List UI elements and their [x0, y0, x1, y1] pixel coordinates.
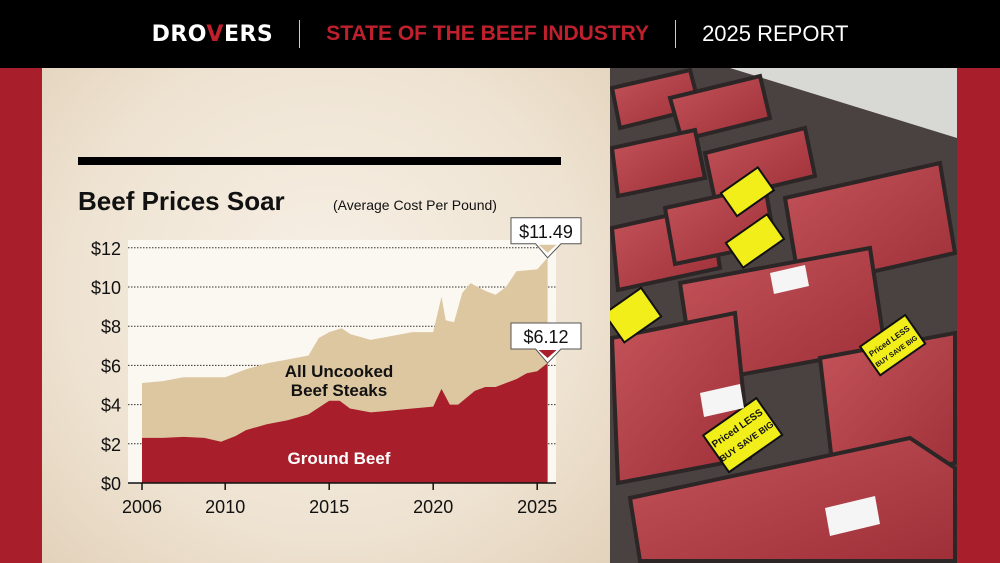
value-callout-label: $11.49: [519, 222, 573, 242]
callout-marker: [538, 244, 557, 253]
chart-title: Beef Prices Soar: [78, 186, 285, 216]
chart-subtitle: (Average Cost Per Pound): [333, 197, 497, 213]
title-rule: [78, 157, 561, 165]
series-label-ground-beef: Ground Beef: [288, 449, 391, 468]
value-callout-label: $6.12: [523, 327, 568, 347]
y-tick-label: $12: [91, 239, 121, 259]
ground-beef-area: [142, 363, 548, 483]
value-callout: [510, 322, 582, 364]
logo-part: ERS: [223, 21, 274, 47]
y-tick-label: $6: [101, 356, 121, 376]
x-tick-label: 2010: [205, 497, 245, 517]
x-tick-label: 2015: [309, 497, 349, 517]
divider: [299, 20, 301, 48]
series-label-steaks: All Uncooked: [285, 362, 394, 381]
y-tick-label: $10: [91, 278, 121, 298]
price-stickers: [610, 165, 927, 474]
logo-part: DRO: [151, 21, 207, 47]
display-case-edge: [730, 68, 957, 138]
meat-display-photo: Priced LESS BUY SAVE BIG Priced LESS BUY…: [610, 68, 957, 563]
x-tick-label: 2020: [413, 497, 453, 517]
area-chart: $0 $2 $4 $6 $8 $10 $12 2006 2010 2015 2020 2025 All …: [91, 217, 582, 517]
header-bar: DROVERS STATE OF THE BEEF INDUSTRY 2025 …: [0, 0, 1000, 68]
y-tick-label: $4: [101, 396, 121, 416]
x-tick-label: 2025: [517, 497, 557, 517]
drovers-logo[interactable]: DROVERS: [152, 22, 274, 47]
divider: [675, 20, 677, 48]
logo-part: V: [206, 21, 224, 47]
series-title: STATE OF THE BEEF INDUSTRY: [326, 22, 650, 45]
value-callout: [510, 217, 582, 259]
y-tick-label: $0: [101, 474, 121, 494]
report-year: 2025 REPORT: [702, 21, 849, 46]
y-tick-label: $8: [101, 317, 121, 337]
x-tick-label: 2006: [122, 497, 162, 517]
photo-illustration: Priced LESS BUY SAVE BIG Priced LESS BUY…: [610, 68, 957, 563]
y-tick-label: $2: [101, 435, 121, 455]
callout-marker: [538, 350, 557, 359]
price-labels: [700, 265, 880, 536]
series-label-steaks: Beef Steaks: [291, 381, 387, 400]
